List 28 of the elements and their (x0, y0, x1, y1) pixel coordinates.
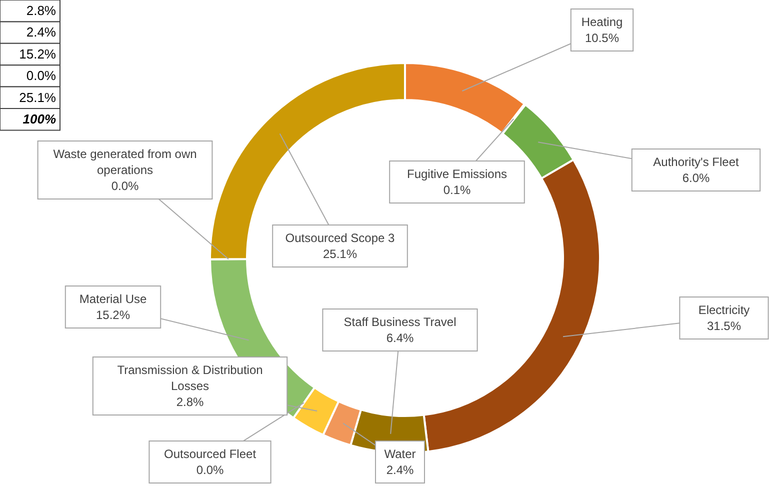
text: 100% (22, 112, 56, 126)
slice-label: Transmission & Distribution Losses (117, 363, 263, 393)
slice-label: Water (384, 447, 416, 461)
data-label: 10.5% (584, 31, 620, 45)
data-label: 0.1% (443, 183, 471, 197)
category-label: Waste generated from own operations (53, 147, 197, 177)
text: 2.4% (26, 24, 56, 40)
text: 0.0% (26, 68, 56, 84)
slice-label: Fugitive Emissions (406, 167, 508, 181)
slice-label: Outsourced Scope 3 (285, 231, 396, 245)
data-label: 25.1% (322, 247, 358, 261)
data-label: 6.4% (386, 331, 414, 345)
data-label: 2.8% (176, 395, 204, 409)
text: 2.8% (26, 3, 56, 18)
data-label: 15.2% (96, 308, 130, 322)
text: 15.2% (19, 46, 56, 62)
data-label: 6.0% (682, 171, 710, 185)
slice-label: Electricity (698, 303, 750, 317)
text: 25.1% (19, 90, 56, 105)
text: 0.0% (111, 179, 139, 193)
slice-label: Authority's Fleet (653, 155, 740, 169)
data-label: 2.4% (386, 463, 414, 477)
text: 0.0% (196, 463, 224, 477)
slice-label: Material Use (79, 292, 147, 306)
slice-label: Staff Business Travel (344, 315, 456, 329)
data-label: 31.5% (706, 319, 742, 333)
category-label: Outsourced Fleet (164, 447, 256, 461)
slice-label: Heating (581, 15, 623, 29)
